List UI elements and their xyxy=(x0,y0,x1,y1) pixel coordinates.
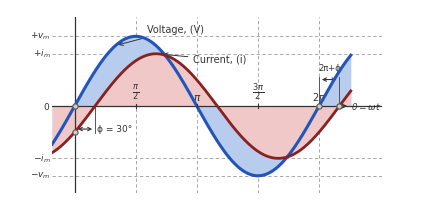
Text: ϕ = 30°: ϕ = 30° xyxy=(97,125,133,134)
Text: $-i_m$: $-i_m$ xyxy=(33,152,50,165)
Text: 2π+ϕ: 2π+ϕ xyxy=(318,64,341,73)
Text: $+i_m$: $+i_m$ xyxy=(33,47,50,60)
Text: $\theta = \omega t$: $\theta = \omega t$ xyxy=(351,101,381,112)
Text: $\frac{\pi}{2}$: $\frac{\pi}{2}$ xyxy=(132,83,139,102)
Text: $\frac{3\pi}{2}$: $\frac{3\pi}{2}$ xyxy=(252,81,264,102)
Text: $2\pi$: $2\pi$ xyxy=(312,91,326,102)
Text: $0$: $0$ xyxy=(43,101,50,112)
Text: $+v_m$: $+v_m$ xyxy=(30,31,50,42)
Text: $-v_m$: $-v_m$ xyxy=(30,171,50,181)
Text: Voltage, (V): Voltage, (V) xyxy=(119,25,204,46)
Text: $\pi$: $\pi$ xyxy=(193,93,201,102)
Text: Current, (i): Current, (i) xyxy=(164,53,247,65)
